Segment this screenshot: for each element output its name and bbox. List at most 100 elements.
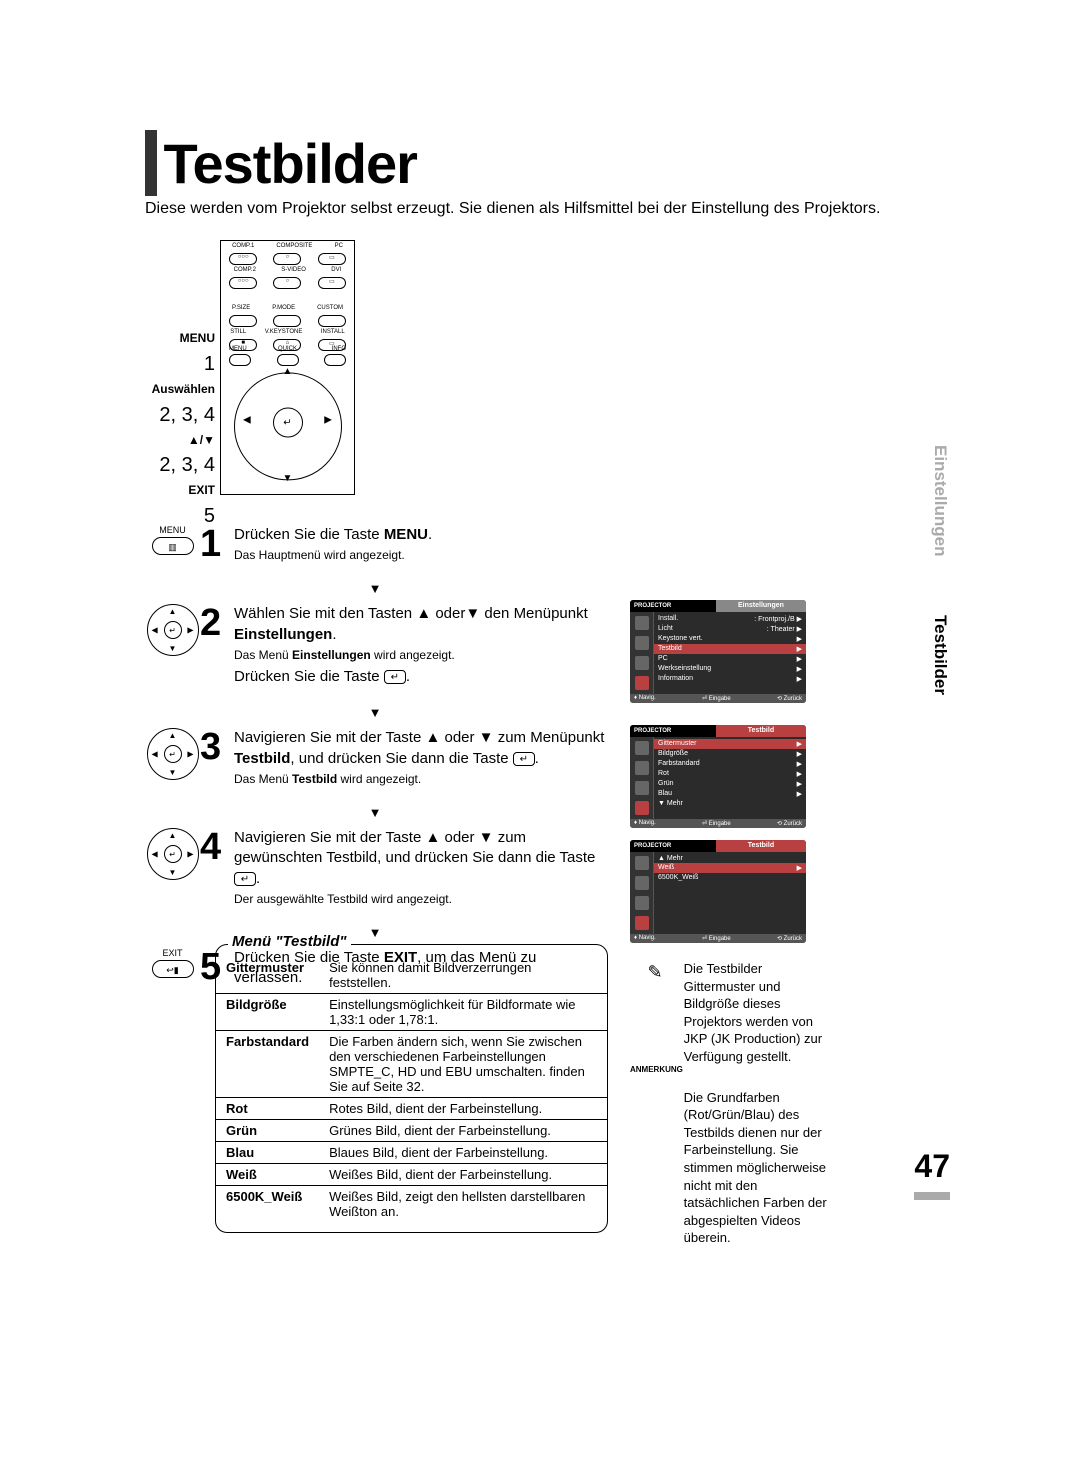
page-number: 47: [914, 1148, 950, 1185]
menu-testbild-box: Menü "Testbild" GittermusterSie können d…: [215, 944, 608, 1233]
step-number: 1: [200, 525, 234, 563]
step-text: Wählen Sie mit den Tasten ▲ oder▼ den Me…: [234, 604, 605, 687]
table-row: BildgrößeEinstellungsmöglichkeit für Bil…: [216, 994, 607, 1031]
table-key: Bildgröße: [216, 994, 319, 1031]
remote-pad-info-label: INFO: [332, 346, 346, 352]
osd-foot-back: ⟲ Zurück: [777, 695, 802, 702]
remote-btn-label: COMP.1: [232, 243, 254, 249]
table-value: Blaues Bild, dient der Farbeinstellung.: [319, 1142, 607, 1164]
step-text: Navigieren Sie mit der Taste ▲ oder ▼ zu…: [234, 728, 605, 787]
remote-pad-menu-btn: [229, 354, 251, 366]
osd-brand: PROJECTOR: [630, 725, 716, 737]
table-row: BlauBlaues Bild, dient der Farbeinstellu…: [216, 1142, 607, 1164]
table-key: Farbstandard: [216, 1031, 319, 1098]
osd-row: ▲ Mehr: [658, 854, 802, 863]
table-key: Rot: [216, 1098, 319, 1120]
table-value: Sie können damit Bildverzerrungen festst…: [319, 957, 607, 994]
remote-btn-label: P.SIZE: [232, 305, 250, 311]
table-row: WeißWeißes Bild, dient der Farbeinstellu…: [216, 1164, 607, 1186]
osd-row: Install.: Frontproj./B ▶: [658, 614, 802, 624]
step-4: ↵▲▼◀▶ 4 Navigieren Sie mit der Taste ▲ o…: [145, 828, 605, 907]
anmerkung-note: ✎ Die Testbilder Gittermuster und Bildgr…: [630, 960, 830, 1247]
page-number-bar: [914, 1192, 950, 1200]
title-bar-accent: [145, 130, 157, 196]
remote-right-arrow: ▶: [324, 414, 332, 425]
remote-left-arrow: ◀: [243, 414, 251, 425]
remote-btn-label: STILL: [230, 329, 246, 335]
osd-row: Farbstandard▶: [658, 759, 802, 769]
note-icon: ✎: [630, 960, 680, 984]
step-2: ↵▲▼◀▶ 2 Wählen Sie mit den Tasten ▲ oder…: [145, 604, 605, 687]
remote-label-arrows: ▲/▼: [188, 433, 215, 447]
remote-btn-label: CUSTOM: [317, 305, 343, 311]
osd-section: Einstellungen: [716, 600, 806, 612]
table-value: Grünes Bild, dient der Farbeinstellung.: [319, 1120, 607, 1142]
osd-row: Gittermuster▶: [654, 739, 806, 749]
page-title: Testbilder: [163, 131, 416, 196]
osd-foot-enter: ⏎ Eingabe: [702, 695, 731, 702]
osd-brand: PROJECTOR: [630, 600, 716, 612]
remote-btn-label: PC: [335, 243, 343, 249]
table-value: Weißes Bild, zeigt den hellsten darstell…: [319, 1186, 607, 1223]
osd-row: Grün▶: [658, 779, 802, 789]
table-value: Rotes Bild, dient der Farbeinstellung.: [319, 1098, 607, 1120]
step-separator: ▼: [145, 925, 605, 940]
remote-label-exit: EXIT: [188, 483, 215, 497]
step-icon: ↵▲▼◀▶: [145, 728, 200, 785]
table-key: 6500K_Weiß: [216, 1186, 319, 1223]
osd-foot-nav: ♦ Navig.: [634, 695, 656, 702]
osd-section: Testbild: [716, 840, 806, 852]
osd-row: 6500K_Weiß: [658, 873, 802, 882]
menu-testbild-table: GittermusterSie können damit Bildverzerr…: [216, 957, 607, 1222]
table-row: 6500K_WeißWeißes Bild, zeigt den hellste…: [216, 1186, 607, 1223]
remote-label-menu: MENU: [180, 331, 215, 345]
osd-section: Testbild: [716, 725, 806, 737]
osd-row: Rot▶: [658, 769, 802, 779]
remote-illustration: MENU 1 Auswählen 2, 3, 4 ▲/▼ 2, 3, 4 EXI…: [145, 240, 505, 505]
osd-row: Bildgröße▶: [658, 749, 802, 759]
step-number: 4: [200, 828, 234, 866]
remote-pad-quick-btn: [277, 354, 299, 366]
note-body-1: Die Testbilder Gittermuster und Bildgröß…: [684, 960, 828, 1065]
remote-down-arrow: ▼: [283, 473, 293, 484]
osd-row: Blau▶: [658, 789, 802, 799]
step-number: 2: [200, 604, 234, 642]
remote-pad-exit-btn: [324, 354, 346, 366]
table-value: Die Farben ändern sich, wenn Sie zwische…: [319, 1031, 607, 1098]
step-1: MENU▥ 1 Drücken Sie die Taste MENU. Das …: [145, 525, 605, 563]
osd-row: Keystone vert.▶: [658, 634, 802, 644]
table-value: Einstellungsmöglichkeit für Bildformate …: [319, 994, 607, 1031]
step-icon: ↵▲▼◀▶: [145, 604, 200, 661]
table-key: Weiß: [216, 1164, 319, 1186]
side-tab-einstellungen: Einstellungen: [930, 445, 950, 556]
osd-row: Information▶: [658, 674, 802, 684]
remote-btn-label: DVI: [331, 267, 341, 273]
remote-btn-label: INSTALL: [321, 329, 345, 335]
remote-label-arrows-num: 2, 3, 4: [145, 451, 215, 479]
osd-row: Weiß▶: [654, 863, 806, 873]
osd-row: PC▶: [658, 654, 802, 664]
table-value: Weißes Bild, dient der Farbeinstellung.: [319, 1164, 607, 1186]
remote-btn-label: COMP.2: [234, 267, 256, 273]
table-row: GittermusterSie können damit Bildverzerr…: [216, 957, 607, 994]
osd-row: ▼ Mehr: [658, 799, 802, 808]
table-key: Blau: [216, 1142, 319, 1164]
remote-enter-btn: ↵: [273, 408, 303, 438]
step-icon: EXIT↩▮: [145, 948, 200, 978]
remote-btn-label: COMPOSITE: [276, 243, 312, 249]
remote-label-select: Auswählen: [152, 382, 215, 396]
osd-einstellungen: PROJECTOR Einstellungen Install.: Frontp…: [630, 600, 806, 703]
steps-list: MENU▥ 1 Drücken Sie die Taste MENU. Das …: [145, 525, 605, 1007]
step-text: Navigieren Sie mit der Taste ▲ oder ▼ zu…: [234, 828, 605, 907]
table-row: GrünGrünes Bild, dient der Farbeinstellu…: [216, 1120, 607, 1142]
step-separator: ▼: [145, 581, 605, 596]
osd-row: Werkseinstellung▶: [658, 664, 802, 674]
step-icon: ↵▲▼◀▶: [145, 828, 200, 885]
remote-pad-menu-label: MENU: [229, 346, 247, 352]
table-key: Gittermuster: [216, 957, 319, 994]
side-tab-testbilder: Testbilder: [930, 615, 950, 695]
note-body-2: Die Grundfarben (Rot/Grün/Blau) des Test…: [684, 1089, 828, 1247]
remote-up-arrow: ▲: [283, 366, 293, 377]
osd-testbild-1: PROJECTOR Testbild Gittermuster▶Bildgröß…: [630, 725, 806, 828]
step-number: 3: [200, 728, 234, 766]
